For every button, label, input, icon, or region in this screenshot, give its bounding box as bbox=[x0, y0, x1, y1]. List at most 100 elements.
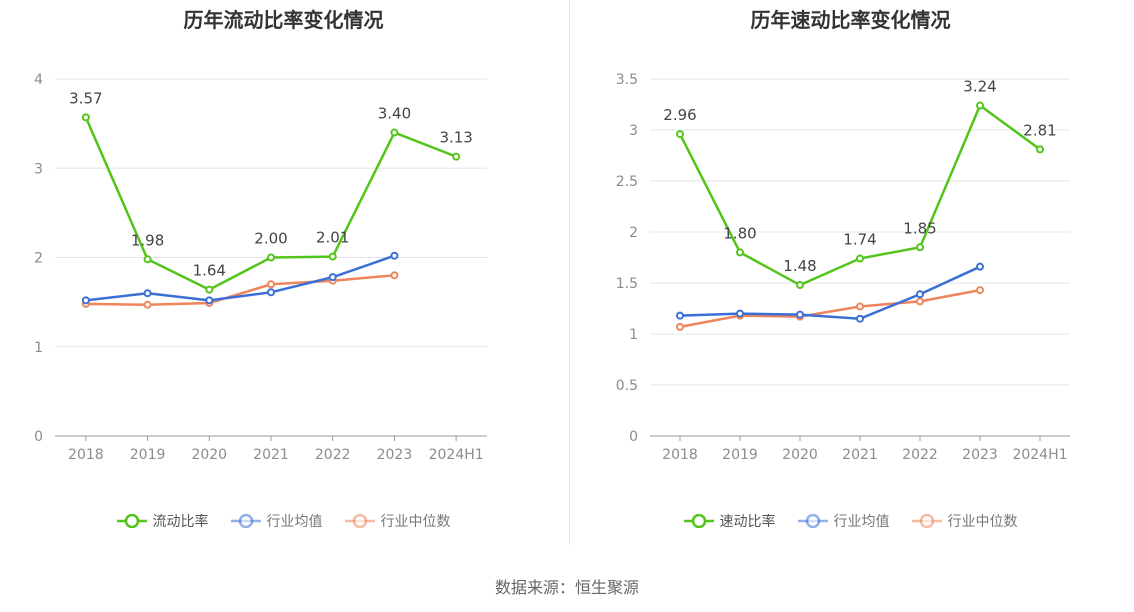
legend-item[interactable]: 行业中位数 bbox=[344, 511, 451, 531]
x-tick-label: 2024H1 bbox=[429, 447, 484, 463]
x-tick-label: 2022 bbox=[315, 447, 351, 463]
panel-divider bbox=[569, 0, 570, 545]
y-tick-label: 2.5 bbox=[616, 174, 638, 190]
data-point bbox=[916, 297, 924, 306]
data-point bbox=[1036, 145, 1044, 154]
data-point bbox=[390, 128, 399, 137]
data-label: 1.64 bbox=[193, 262, 226, 280]
data-point bbox=[452, 152, 461, 161]
data-label: 3.24 bbox=[963, 78, 996, 96]
series-line bbox=[679, 265, 981, 320]
y-tick-label: 3 bbox=[34, 161, 43, 177]
data-point bbox=[81, 296, 90, 305]
data-point bbox=[976, 286, 984, 295]
data-point bbox=[736, 248, 744, 257]
data-point bbox=[796, 281, 804, 290]
data-label: 1.85 bbox=[903, 219, 936, 237]
data-point bbox=[267, 253, 275, 262]
legend-swatch-icon bbox=[683, 514, 714, 528]
x-tick-label: 2021 bbox=[842, 447, 878, 463]
y-tick-label: 3 bbox=[629, 123, 638, 139]
data-point bbox=[390, 251, 399, 260]
series-line bbox=[84, 116, 457, 291]
y-tick-label: 1 bbox=[34, 340, 43, 356]
data-label: 3.13 bbox=[439, 129, 472, 147]
series-line bbox=[85, 274, 395, 307]
y-tick-label: 0 bbox=[629, 429, 638, 445]
x-tick-label: 2020 bbox=[191, 447, 227, 463]
x-tick-label: 2021 bbox=[253, 447, 289, 463]
data-point bbox=[267, 280, 275, 289]
left-chart-panel: 历年流动比率变化情况 0 1 2 3 4 2018 2019 2020 2021 2022 2023… bbox=[0, 0, 567, 560]
data-label: 3.40 bbox=[378, 105, 411, 123]
data-point bbox=[676, 130, 684, 139]
data-point bbox=[916, 243, 924, 252]
data-point bbox=[976, 262, 984, 271]
x-tick-label: 2024H1 bbox=[1012, 447, 1067, 463]
x-tick-label: 2018 bbox=[68, 447, 104, 463]
data-point bbox=[205, 285, 214, 294]
data-label: 2.81 bbox=[1023, 121, 1056, 139]
data-label: 2.00 bbox=[254, 230, 287, 248]
data-point bbox=[676, 322, 684, 331]
chart-legend: 速动比率 行业均值 行业中位数 bbox=[567, 511, 1134, 531]
data-label: 1.74 bbox=[843, 231, 876, 249]
x-tick-label: 2018 bbox=[662, 447, 698, 463]
data-point bbox=[856, 314, 864, 323]
x-tick-label: 2023 bbox=[962, 447, 998, 463]
legend-swatch-icon bbox=[344, 514, 375, 528]
x-tick-label: 2019 bbox=[130, 447, 166, 463]
data-point bbox=[856, 254, 864, 263]
y-tick-label: 2 bbox=[34, 251, 43, 267]
legend-swatch-icon bbox=[230, 514, 261, 528]
series-line bbox=[85, 254, 395, 302]
data-point bbox=[676, 311, 684, 320]
data-point bbox=[736, 309, 744, 318]
y-tick-label: 0 bbox=[34, 429, 43, 445]
current-ratio-chart: 0 1 2 3 4 2018 2019 2020 2021 2022 2023 2024H1 3.57 1… bbox=[34, 72, 487, 463]
data-label: 1.80 bbox=[723, 224, 756, 242]
data-point bbox=[205, 296, 214, 305]
legend-label: 行业中位数 bbox=[380, 514, 451, 530]
data-label: 1.48 bbox=[783, 257, 816, 275]
data-label: 2.96 bbox=[663, 106, 696, 124]
chart-legend: 流动比率 行业均值 行业中位数 bbox=[0, 511, 567, 531]
data-point bbox=[143, 300, 152, 309]
data-source-note: 数据来源：恒生聚源 bbox=[494, 578, 639, 597]
x-tick-label: 2020 bbox=[782, 447, 818, 463]
y-tick-label: 2 bbox=[629, 225, 638, 241]
data-label: 1.98 bbox=[131, 231, 164, 249]
legend-label: 行业均值 bbox=[833, 514, 890, 530]
data-point bbox=[796, 310, 804, 319]
legend-swatch-icon bbox=[797, 514, 828, 528]
data-point bbox=[267, 288, 275, 297]
data-point bbox=[328, 252, 337, 261]
y-tick-label: 4 bbox=[34, 72, 43, 88]
legend-label: 速动比率 bbox=[719, 514, 776, 530]
quick-ratio-chart: 0 0.5 1 1.5 2 2.5 3 3.5 2018 2019 2020 2021 2022 2023… bbox=[616, 72, 1070, 463]
data-point bbox=[856, 302, 864, 311]
legend-label: 行业中位数 bbox=[947, 514, 1018, 530]
data-point bbox=[143, 289, 152, 298]
chart-title: 历年速动比率变化情况 bbox=[750, 8, 951, 32]
right-chart-panel: 历年速动比率变化情况 0 0.5 1 1.5 2 2.5 3 3.5 2018 2019 2020 2… bbox=[567, 0, 1134, 560]
y-tick-label: 3.5 bbox=[616, 72, 638, 88]
data-point bbox=[390, 271, 399, 280]
legend-item[interactable]: 行业均值 bbox=[797, 511, 890, 531]
data-point bbox=[328, 273, 337, 282]
legend-item[interactable]: 行业均值 bbox=[230, 511, 323, 531]
series-line bbox=[679, 288, 981, 329]
data-point bbox=[143, 255, 152, 264]
legend-item[interactable]: 行业中位数 bbox=[911, 511, 1018, 531]
y-tick-label: 0.5 bbox=[616, 378, 638, 394]
legend-label: 流动比率 bbox=[152, 514, 209, 530]
legend-item[interactable]: 速动比率 bbox=[683, 511, 776, 531]
data-point bbox=[976, 101, 984, 110]
legend-swatch-icon bbox=[911, 514, 942, 528]
data-point bbox=[916, 290, 924, 299]
data-point bbox=[81, 113, 90, 122]
x-tick-label: 2019 bbox=[722, 447, 758, 463]
legend-item[interactable]: 流动比率 bbox=[116, 511, 209, 531]
legend-swatch-icon bbox=[116, 514, 147, 528]
x-tick-label: 2023 bbox=[377, 447, 413, 463]
